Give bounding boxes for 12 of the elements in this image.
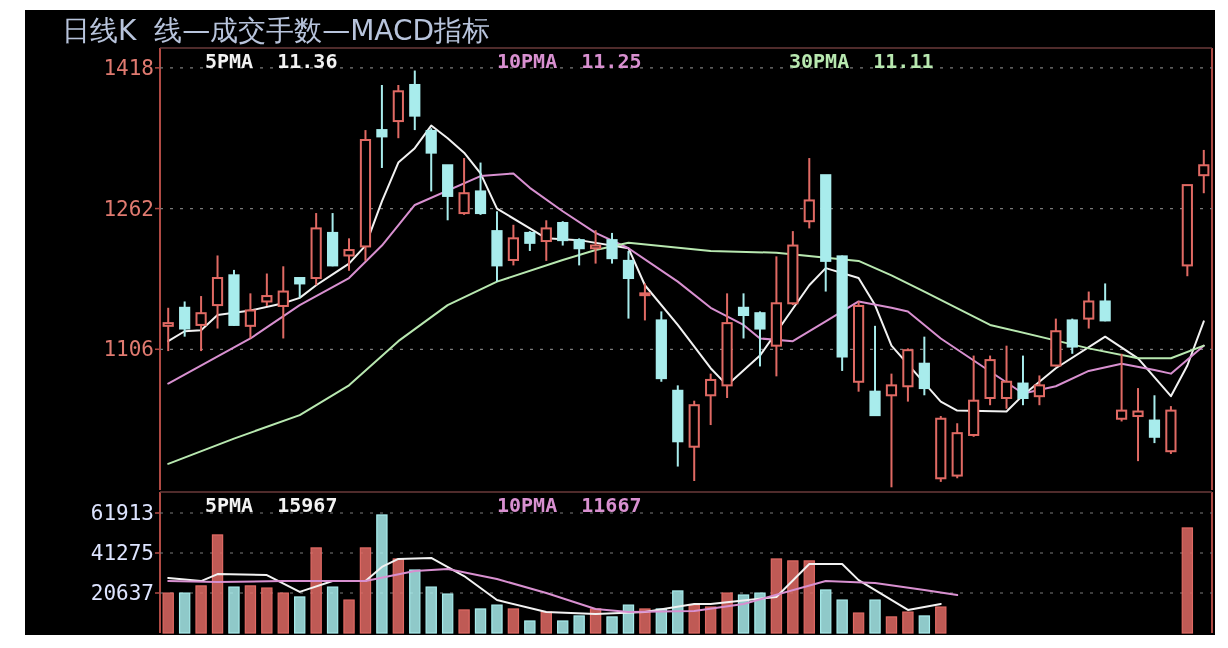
y-tick-label: 41275	[90, 541, 154, 565]
text: 10PMA 11.25	[497, 49, 642, 73]
y-tick-label: 1418	[103, 55, 154, 80]
y-tick-label: 1106	[103, 337, 154, 362]
y-tick-label: 61913	[90, 501, 154, 525]
chart-title: 日线K 线—成交手数—MACD指标	[62, 14, 491, 47]
text: 5PMA 15967	[205, 493, 338, 517]
y-tick-label: 1262	[103, 196, 154, 221]
text: 5PMA 11.36	[205, 49, 338, 73]
text: 30PMA 11.11	[789, 49, 934, 73]
y-tick-label: 20637	[90, 581, 154, 605]
text: 10PMA 11667	[497, 493, 642, 517]
